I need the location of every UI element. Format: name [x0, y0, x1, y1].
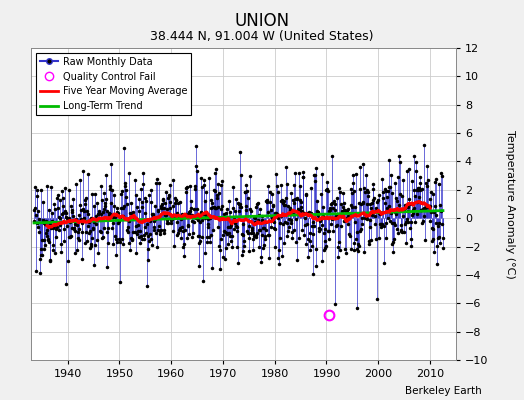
Text: 38.444 N, 91.004 W (United States): 38.444 N, 91.004 W (United States) [150, 30, 374, 43]
Text: UNION: UNION [234, 12, 290, 30]
Y-axis label: Temperature Anomaly (°C): Temperature Anomaly (°C) [505, 130, 515, 278]
Text: Berkeley Earth: Berkeley Earth [406, 386, 482, 396]
Legend: Raw Monthly Data, Quality Control Fail, Five Year Moving Average, Long-Term Tren: Raw Monthly Data, Quality Control Fail, … [36, 53, 191, 115]
